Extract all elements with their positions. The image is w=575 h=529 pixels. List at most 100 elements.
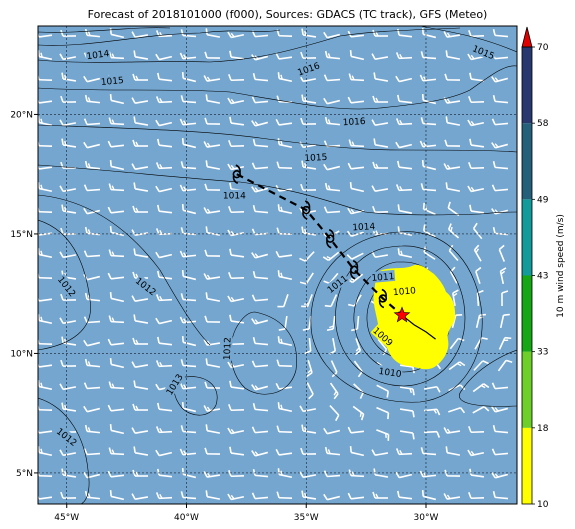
wind-barb (59, 383, 77, 391)
wind-barb (108, 315, 125, 324)
wind-barb (348, 73, 365, 82)
storm-symbol[interactable] (232, 164, 241, 184)
wind-barb (395, 75, 413, 83)
wind-barb (395, 471, 413, 479)
isobar-label: 1012 (220, 336, 234, 361)
wind-barb (228, 470, 245, 478)
wind-barb (354, 338, 362, 356)
wind-barb (491, 76, 509, 83)
wind-barb (371, 53, 389, 61)
wind-barb (376, 429, 390, 441)
wind-barb (84, 94, 101, 104)
wind-barb (275, 250, 293, 258)
wind-barb (38, 50, 53, 61)
wind-barb (229, 314, 245, 324)
y-tick-label: 15°N (10, 230, 33, 240)
wind-barb (491, 472, 509, 479)
wind-barb (107, 404, 125, 412)
wind-barb (59, 53, 77, 61)
wind-barb (276, 425, 293, 434)
storm-symbol[interactable] (302, 200, 311, 220)
wind-barb (38, 30, 53, 38)
wind-speed-colorbar: 10 18 33 43 49 58 70 (521, 26, 549, 510)
wind-barb (133, 116, 149, 126)
wind-barb (304, 337, 312, 355)
wind-barb (251, 294, 269, 302)
wind-barb (301, 226, 317, 236)
svg-text:1015: 1015 (100, 76, 124, 88)
wind-barb (399, 408, 415, 418)
colorbar-segment (522, 123, 532, 200)
isobar-label: 1010 (391, 284, 417, 298)
wind-barb (277, 294, 289, 308)
wind-barb (204, 51, 221, 59)
wind-barb (469, 468, 485, 478)
wind-barb (61, 336, 77, 346)
wind-barb (251, 186, 269, 193)
wind-barb (395, 118, 413, 126)
colorbar-segment (522, 47, 532, 124)
wind-barb (491, 142, 509, 149)
wind-barb (179, 316, 197, 324)
colorbar-extend-arrow (521, 26, 533, 48)
storm-symbol[interactable] (349, 260, 359, 280)
wind-barb (452, 289, 459, 307)
svg-text:1016: 1016 (342, 117, 366, 128)
wind-barb (348, 139, 365, 148)
wind-barb (203, 75, 221, 82)
svg-text:1010: 1010 (393, 286, 417, 298)
wind-barb (61, 204, 77, 214)
wind-barb (277, 138, 293, 149)
latitude-axis: 20°N 15°N 10°N 5°N (10, 110, 38, 479)
wind-barb (492, 161, 509, 170)
wind-barb (397, 490, 413, 500)
wind-barb (373, 138, 389, 148)
wind-barb (301, 28, 317, 38)
wind-barb (203, 273, 221, 280)
storm-symbol[interactable] (325, 228, 335, 249)
wind-barb (131, 97, 149, 105)
wind-barb (204, 381, 221, 389)
wind-barb (83, 316, 101, 324)
x-tick-label: 40°W (174, 513, 199, 523)
wind-barb (397, 226, 413, 236)
wind-barb (324, 50, 341, 60)
wind-barb (397, 28, 413, 38)
y-tick-label: 10°N (10, 349, 33, 359)
wind-barb (157, 402, 173, 412)
wind-barb (467, 119, 485, 127)
isobar-label: 1015 (99, 73, 125, 88)
wind-barb (349, 50, 365, 61)
isobar-label: 1011 (370, 269, 396, 284)
wind-barb (322, 251, 340, 262)
wind-barb (306, 382, 314, 400)
wind-barb (491, 448, 509, 456)
wind-barb (38, 446, 53, 457)
wind-barb (155, 360, 173, 368)
wind-barb (84, 424, 101, 434)
wind-barb (395, 141, 413, 149)
colorbar-segment (522, 275, 532, 352)
wind-barb (59, 119, 77, 127)
wind-barb (108, 447, 125, 456)
wind-barb (229, 380, 245, 390)
wind-barb (300, 117, 317, 125)
wind-barb (451, 314, 463, 329)
current-position-star[interactable] (393, 306, 411, 323)
wind-barb (38, 294, 53, 302)
wind-barb (109, 94, 125, 105)
wind-barb (133, 380, 149, 390)
isobar-label: 1014 (222, 189, 247, 202)
wind-barb (251, 384, 269, 391)
wind-barb (491, 184, 509, 192)
wind-barb (397, 160, 413, 170)
storm-symbol[interactable] (378, 288, 388, 309)
colorbar-tick-label: 49 (537, 195, 549, 205)
storm-track[interactable] (232, 164, 436, 340)
wind-barb (131, 493, 149, 501)
wind-barb (251, 492, 269, 500)
wind-barb (61, 468, 77, 478)
wind-barb (229, 248, 245, 258)
wind-barb (472, 405, 490, 414)
